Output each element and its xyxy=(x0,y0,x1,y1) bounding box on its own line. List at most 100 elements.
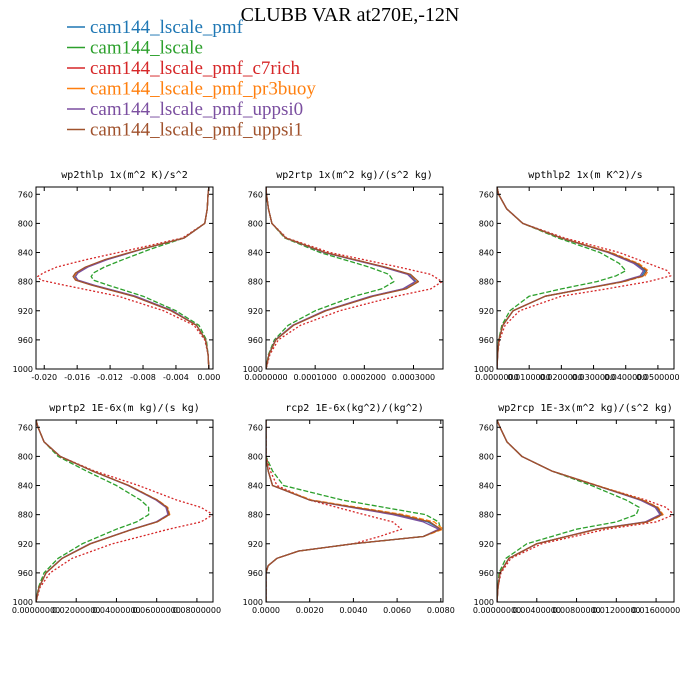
y-tick-label: 920 xyxy=(248,307,263,316)
y-tick-label: 1000 xyxy=(13,598,33,607)
series-line xyxy=(74,187,210,369)
y-tick-label: 960 xyxy=(479,569,494,578)
y-tick-label: 800 xyxy=(248,219,263,228)
legend-label: cam144_lscale_pmf_pr3buoy xyxy=(90,79,316,100)
x-tick-label: 0.04000000 xyxy=(92,606,140,615)
panel-title: rcp2 1E-6x(kg^2)/(kg^2) xyxy=(285,403,423,414)
series-line xyxy=(497,187,646,369)
x-tick-label: 0.0002000 xyxy=(343,373,386,382)
panel-series xyxy=(266,420,443,602)
series-line xyxy=(37,187,210,369)
y-tick-label: 840 xyxy=(18,482,33,491)
panel: wp2rtp 1x(m^2 kg)/(s^2 kg) 760 800 840 880 92… xyxy=(243,170,444,382)
x-tick-label: 0.00800000 xyxy=(552,606,600,615)
panel: wp2rcp 1E-3x(m^2 kg)/(s^2 kg) 760 800 840 88… xyxy=(473,403,680,615)
series-line xyxy=(497,187,672,369)
panel-title: wp2rtp 1x(m^2 kg)/(s^2 kg) xyxy=(276,170,433,181)
y-tick-label: 840 xyxy=(479,249,494,258)
panel-frame xyxy=(496,419,675,603)
x-tick-label: 0.0060 xyxy=(383,606,411,615)
panel-frame xyxy=(496,186,675,370)
y-tick-label: 800 xyxy=(18,219,33,228)
series-line xyxy=(266,187,443,369)
panel: wp2thlp 1x(m^2 K)/s^2 760 800 840 880 920 960 1… xyxy=(13,170,221,382)
y-tick-label: 920 xyxy=(479,540,494,549)
x-tick-label: 0.0400000 xyxy=(604,373,647,382)
panel-series xyxy=(266,187,443,369)
series-line xyxy=(36,420,150,602)
y-tick-label: 1000 xyxy=(243,365,263,374)
x-tick-label: 0.0000 xyxy=(252,606,280,615)
x-tick-label: 0.02000000 xyxy=(52,606,100,615)
x-tick-label: -0.008 xyxy=(130,373,156,382)
legend-label: cam144_lscale_pmf_c7rich xyxy=(90,58,300,79)
legend-item: cam144_lscale_pmf_pr3buoy xyxy=(67,79,316,100)
series-line xyxy=(497,187,645,369)
x-tick-label: 0.00000000 xyxy=(12,606,60,615)
y-tick-label: 960 xyxy=(479,336,494,345)
panel-series xyxy=(36,420,213,602)
x-tick-label: 0.0003000 xyxy=(392,373,435,382)
panel-series xyxy=(497,420,674,602)
x-tick-label: 0.08000000 xyxy=(173,606,221,615)
y-tick-label: 920 xyxy=(18,540,33,549)
x-tick-label: 0.0300000 xyxy=(572,373,615,382)
legend-label: cam144_lscale_pmf xyxy=(90,17,244,38)
x-tick-label: 0.06000000 xyxy=(133,606,181,615)
y-tick-label: 800 xyxy=(18,452,33,461)
y-tick-label: 840 xyxy=(248,482,263,491)
panel: wpthlp2 1x(m K^2)/s 760 800 840 880 920 960 100… xyxy=(474,170,680,382)
series-line xyxy=(497,187,649,369)
series-line xyxy=(266,420,442,602)
x-tick-label: -0.016 xyxy=(64,373,90,382)
y-tick-label: 800 xyxy=(248,452,263,461)
legend-item: cam144_lscale xyxy=(67,38,203,59)
y-tick-label: 760 xyxy=(248,423,263,432)
panel-title: wp2thlp 1x(m^2 K)/s^2 xyxy=(61,170,187,181)
x-tick-label: 0.00000000 xyxy=(473,606,521,615)
panel-frame xyxy=(265,419,444,603)
x-tick-label: 0.0000000 xyxy=(475,373,518,382)
x-tick-label: 0.0000000 xyxy=(244,373,287,382)
panel: rcp2 1E-6x(kg^2)/(kg^2) 760 800 840 880 920 96… xyxy=(243,403,455,615)
y-tick-label: 840 xyxy=(248,249,263,258)
series-line xyxy=(497,420,661,602)
y-tick-label: 840 xyxy=(18,249,33,258)
x-tick-label: 0.0020 xyxy=(296,606,324,615)
y-tick-label: 840 xyxy=(479,482,494,491)
series-line xyxy=(36,420,213,602)
y-tick-label: 920 xyxy=(248,540,263,549)
series-line xyxy=(497,420,674,602)
series-line xyxy=(266,187,420,369)
panel: wprtp2 1E-6x(m kg)/(s kg) 760 800 840 880 920… xyxy=(12,403,221,615)
y-tick-label: 880 xyxy=(18,278,33,287)
y-tick-label: 880 xyxy=(18,511,33,520)
panel-frame xyxy=(35,186,214,370)
panel-frame xyxy=(35,419,214,603)
y-tick-label: 760 xyxy=(479,423,494,432)
legend-item: cam144_lscale_pmf_uppsi0 xyxy=(67,99,303,120)
y-tick-label: 880 xyxy=(479,511,494,520)
x-tick-label: 0.000 xyxy=(197,373,220,382)
x-tick-label: 0.0080 xyxy=(427,606,455,615)
legend-item: cam144_lscale_pmf xyxy=(67,17,244,38)
x-tick-label: 0.00400000 xyxy=(513,606,561,615)
series-line xyxy=(497,187,648,369)
panel-series xyxy=(497,187,672,369)
panels: wp2thlp 1x(m^2 K)/s^2 760 800 840 880 920 960 1… xyxy=(12,170,680,615)
x-tick-label: -0.004 xyxy=(163,373,189,382)
y-tick-label: 880 xyxy=(248,511,263,520)
legend-item: cam144_lscale_pmf_c7rich xyxy=(67,58,300,79)
y-tick-label: 880 xyxy=(248,278,263,287)
series-line xyxy=(266,187,419,369)
series-line xyxy=(266,420,440,602)
chart-title: CLUBB VAR at270E,-12N xyxy=(241,4,460,26)
x-tick-label: 0.01600000 xyxy=(632,606,680,615)
y-tick-label: 760 xyxy=(479,190,494,199)
series-line xyxy=(266,187,417,369)
x-tick-label: 0.01200000 xyxy=(592,606,640,615)
series-line xyxy=(497,187,627,369)
y-tick-label: 800 xyxy=(479,452,494,461)
panel-title: wpthlp2 1x(m K^2)/s xyxy=(528,170,642,181)
legend-label: cam144_lscale_pmf_uppsi1 xyxy=(90,120,303,141)
